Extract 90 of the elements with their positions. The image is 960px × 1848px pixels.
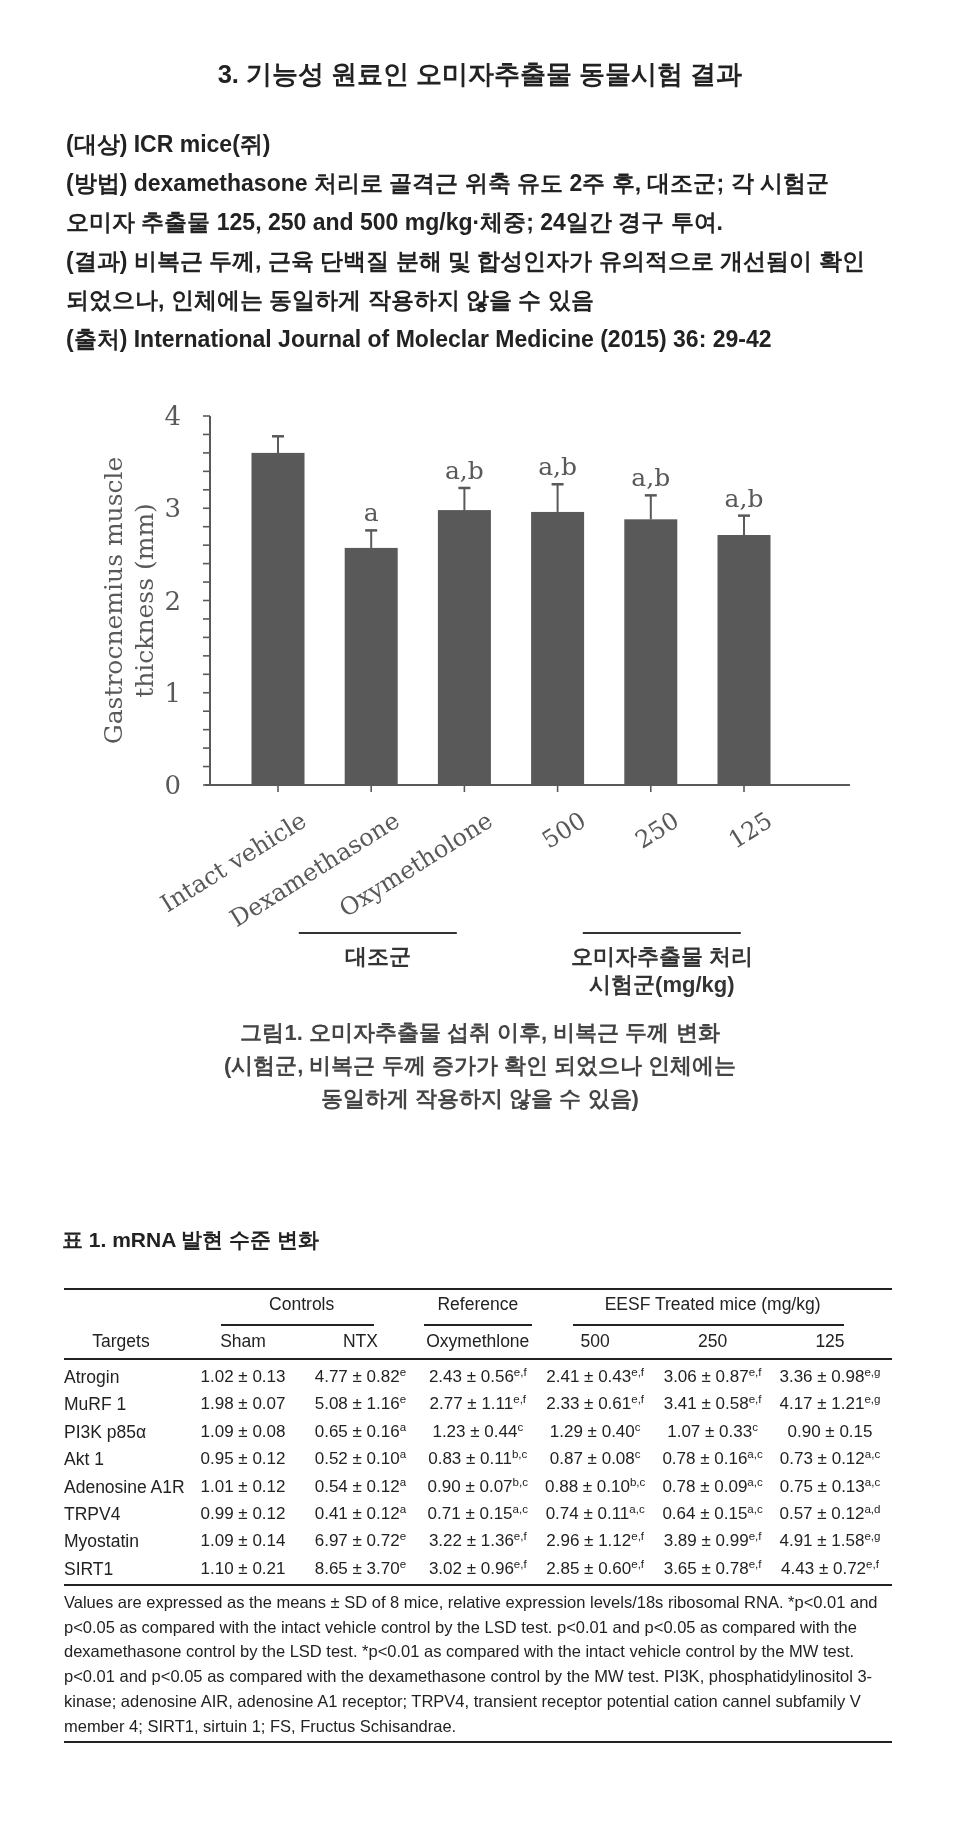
text: 0.41 ± 0.12$^{a}$ xyxy=(314,1502,407,1523)
text: 0.90 ± 0.15 xyxy=(787,1421,873,1441)
text: 0.95 ± 0.12 xyxy=(200,1449,286,1469)
text: 6.97 ± 0.72$^{e}$ xyxy=(314,1530,407,1551)
text: 0.78 ± 0.16$^{a,c}$ xyxy=(662,1447,763,1469)
category-label: Oxymethlone xyxy=(426,1331,530,1351)
text: Reference xyxy=(436,1293,520,1316)
text: (방법) dexamethasone 처리로 골격근 위축 유도 2주 후, 대조군; 각 시험군 오미자 추출물 125, 250 and 500 mg/kg·체중; 24일간 경구 투여. xyxy=(66,169,830,237)
text: 대조군 xyxy=(343,943,412,971)
text: (결과) 비복근 두께, 근육 단백질 분해 및 합성인자가 유의적으로 개선됨이 확인 되었으나, 인체에는 동일하게 작용하지 않을 수 있음 xyxy=(66,247,866,315)
caption: 그림1. 오미자추출물 섭취 이후, 비복근 두께 변화 (시험군, 비복근 두께 증가가 확인 되었으나 인체에는 동일하게 작용하지 않을 수 있음) xyxy=(222,1019,738,1113)
text: 2.33 ± 0.61$^{e,f}$ xyxy=(546,1393,645,1414)
y-tick-label: 3 xyxy=(164,493,181,524)
text: 0.73 ± 0.12$^{a,c}$ xyxy=(779,1447,881,1469)
text: Targets xyxy=(92,1331,150,1351)
y-tick-label: 4 xyxy=(164,401,181,431)
category-label: 500 xyxy=(580,1331,610,1351)
text: 5.08 ± 1.16$^{e}$ xyxy=(314,1393,407,1414)
category-label: Adenosine A1R xyxy=(64,1476,185,1497)
text: 1.98 ± 0.07 xyxy=(200,1394,286,1414)
y-tick-label: 2 xyxy=(164,585,181,616)
text: 2.85 ± 0.60$^{e,f}$ xyxy=(546,1557,645,1578)
text: 4.17 ± 1.21$^{e,g}$ xyxy=(779,1393,881,1414)
text: 1.09 ± 0.08 xyxy=(200,1421,286,1441)
text: 0.83 ± 0.11$^{b,c}$ xyxy=(428,1447,528,1469)
category-label: Akt 1 xyxy=(64,1449,104,1470)
text: 8.65 ± 3.70$^{e}$ xyxy=(314,1557,407,1578)
category-label: Atrogin xyxy=(64,1367,120,1387)
text: 1.02 ± 0.13 xyxy=(200,1367,286,1386)
text: 1.09 ± 0.14 xyxy=(200,1531,286,1551)
category-label: 250 xyxy=(697,1331,728,1351)
category-label: PI3K p85α xyxy=(64,1421,147,1442)
text: 0.90 ± 0.07$^{b,c}$ xyxy=(427,1475,528,1496)
text: 2.96 ± 1.12$^{e,f}$ xyxy=(546,1530,645,1551)
text: 0.87 ± 0.08$^{c}$ xyxy=(549,1447,641,1469)
text: 0.64 ± 0.15$^{a,c}$ xyxy=(662,1502,763,1523)
y-tick-label: 1 xyxy=(164,677,181,708)
text: 0.52 ± 0.10$^{a}$ xyxy=(314,1447,407,1469)
text: 0.54 ± 0.12$^{a}$ xyxy=(314,1475,407,1496)
text: 1.01 ± 0.12 xyxy=(200,1476,286,1496)
text: 1.29 ± 0.40$^{c}$ xyxy=(549,1420,641,1441)
category-label: Myostatin xyxy=(64,1531,139,1552)
x-tick-label: 125 xyxy=(723,806,778,855)
text: 0.57 ± 0.12$^{a,d}$ xyxy=(779,1502,881,1523)
text: (출처) International Journal of Moleclar Medicine (2015) 36: 29-42 xyxy=(66,325,773,354)
annotation: a,b xyxy=(724,483,764,513)
text: (대상) ICR mice(쥐) xyxy=(66,130,272,159)
annotation: a,b xyxy=(538,452,578,482)
text: 1.07 ± 0.33$^{c}$ xyxy=(667,1420,758,1441)
text: 3.06 ± 0.87$^{e,f}$ xyxy=(663,1365,762,1386)
text: 1.10 ± 0.21 xyxy=(200,1558,286,1578)
text: 3.36 ± 0.98$^{e,g}$ xyxy=(779,1365,881,1386)
text: 0.88 ± 0.10$^{b,c}$ xyxy=(545,1475,646,1496)
text: 0.71 ± 0.15$^{a,c}$ xyxy=(427,1502,528,1523)
category-label: TRPV4 xyxy=(64,1504,121,1524)
text: 표 1. mRNA 발현 수준 변화 xyxy=(62,1227,320,1253)
text: 4.77 ± 0.82$^{e}$ xyxy=(314,1365,407,1386)
x-tick-label: 500 xyxy=(537,806,591,855)
text: EESF Treated mice (mg/kg) xyxy=(603,1293,822,1316)
text: Values are expressed as the means ± SD of 8 mice, relative expression levels/18s ribosomal RNA. *p<0.01 and p<0.05 as compared with the intact vehicle control by the LSD test. p<0.01 and p<0.05 as compared with the dexamethasone control by the LSD test. *p<0.01 as compared with the intact vehicle control by the MW test. p<0.01 and p<0.05 as compared with the dexamethasone control by the MW test. PI3K, phosphatidylinositol 3-kinase; adenosine AIR, adenosine A1 receptor; TRPV4, transient receptor potential cation cannel subfamily V member 4; SIRT1, sirtuin 1; FS, Fructus Schisandrae. xyxy=(64,1591,879,1737)
annotation: a,b xyxy=(631,463,671,493)
text: 0.99 ± 0.12 xyxy=(200,1504,286,1523)
text: 3.89 ± 0.99$^{e,f}$ xyxy=(663,1530,762,1551)
category-label: 125 xyxy=(815,1331,845,1351)
text: 3.41 ± 0.58$^{e,f}$ xyxy=(663,1393,762,1414)
category-label: NTX xyxy=(342,1331,378,1351)
text: 4.91 ± 1.58$^{e,g}$ xyxy=(779,1530,881,1551)
text: 3.65 ± 0.78$^{e,f}$ xyxy=(663,1557,762,1578)
text: 3.22 ± 1.36$^{e,f}$ xyxy=(428,1530,527,1551)
text: 3.02 ± 0.96$^{e,f}$ xyxy=(428,1557,527,1578)
text: 오미자추출물 처리 시험군(mg/kg) xyxy=(569,943,754,999)
text: 0.74 ± 0.11$^{a,c}$ xyxy=(545,1502,645,1523)
text: 2.41 ± 0.43$^{e,f}$ xyxy=(546,1365,645,1386)
x-tick-label: 250 xyxy=(630,806,684,855)
text: Controls xyxy=(268,1293,336,1316)
annotation: a xyxy=(363,498,379,528)
category-label: MuRF 1 xyxy=(64,1394,127,1415)
y-axis-title: Gastrocnemius muscle thickness (mm) xyxy=(99,456,159,745)
annotation: a,b xyxy=(444,455,484,485)
text: 1.23 ± 0.44$^{c}$ xyxy=(432,1420,524,1441)
text: 0.65 ± 0.16$^{a}$ xyxy=(314,1420,407,1441)
text: 0.75 ± 0.13$^{a,c}$ xyxy=(779,1475,881,1496)
text: 2.43 ± 0.56$^{e,f}$ xyxy=(428,1365,527,1386)
y-tick-label: 0 xyxy=(164,770,181,800)
text: 4.43 ± 0.72$^{e,f}$ xyxy=(781,1557,879,1578)
category-label: Sham xyxy=(220,1331,266,1351)
category-label: SIRT1 xyxy=(64,1558,114,1579)
text: 0.78 ± 0.09$^{a,c}$ xyxy=(662,1475,763,1496)
text: 2.77 ± 1.11$^{e,f}$ xyxy=(429,1393,527,1414)
text: 3. 기능성 원료인 오미자추출물 동물시험 결과 xyxy=(216,59,744,90)
